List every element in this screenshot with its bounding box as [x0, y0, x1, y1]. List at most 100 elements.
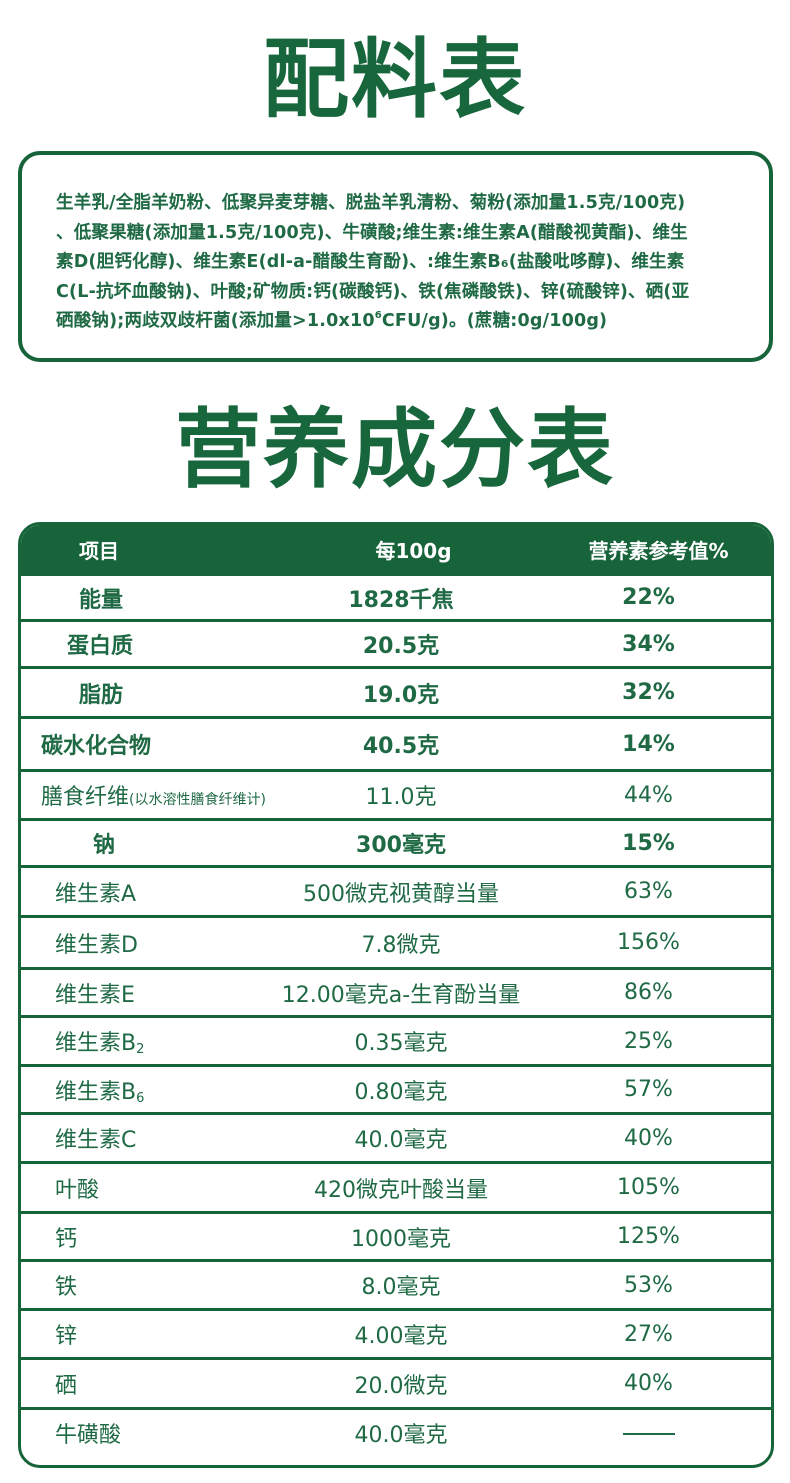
- table-body: 能量 1828千焦 22% 蛋白质 20.5克 34% 脂肪 19.0克 32% 碳水化合物 40.…: [21, 573, 771, 1456]
- item-label: 碳水化合物: [41, 734, 152, 759]
- cell-item: 膳食纤维(以水溶性膳食纤维计): [21, 779, 271, 811]
- cell-per100g: 500微克视黄醇当量: [303, 881, 499, 907]
- table-row: 维生素B2 0.35毫克 25%: [21, 1015, 771, 1064]
- item-label: 维生素A: [55, 881, 137, 907]
- table-row: 硒 20.0微克 40%: [21, 1357, 771, 1407]
- item-label: 维生素E: [55, 982, 135, 1008]
- cell-per100g: 0.80毫克: [354, 1079, 448, 1105]
- cell-nrv: 32%: [622, 680, 675, 705]
- table-row: 蛋白质 20.5克 34%: [21, 619, 771, 666]
- ingredients-line-part: CFU/g)。(蔗糖:0g/100g): [381, 311, 608, 331]
- item-label: 牛磺酸: [55, 1423, 122, 1448]
- cell-item: 维生素D: [21, 927, 271, 959]
- table-row: 叶酸 420微克叶酸当量 105%: [21, 1161, 771, 1211]
- item-label: 锌: [55, 1324, 78, 1349]
- table-row: 钙 1000毫克 125%: [21, 1211, 771, 1259]
- table-row: 锌 4.00毫克 27%: [21, 1308, 771, 1357]
- cell-nrv: 86%: [624, 980, 673, 1005]
- cell-per100g: 40.5克: [362, 734, 440, 759]
- dash-placeholder: [622, 1432, 675, 1435]
- table-row: 钠 300毫克 15%: [21, 818, 771, 865]
- cell-nrv: 63%: [624, 879, 673, 904]
- item-label: 维生素B: [55, 1031, 137, 1056]
- item-label: 钙: [55, 1226, 78, 1252]
- table-row: 维生素C 40.0毫克 40%: [21, 1112, 771, 1161]
- cell-item: 牛磺酸: [21, 1417, 271, 1449]
- cell-item: 叶酸: [21, 1172, 271, 1204]
- cell-per100g: 420微克叶酸当量: [314, 1177, 488, 1203]
- table-row: 膳食纤维(以水溶性膳食纤维计) 11.0克 44%: [21, 769, 771, 818]
- nutrition-table: 项目 每100g 营养素参考值% 能量 1828千焦 22% 蛋白质 20.5克 34% 脂…: [18, 522, 774, 1468]
- cell-per100g: 12.00毫克a-生育酚当量: [281, 982, 521, 1008]
- table-row: 牛磺酸 40.0毫克: [21, 1407, 771, 1456]
- header-nrv: 营养素参考值%: [588, 538, 729, 563]
- cell-per100g: 1000毫克: [351, 1226, 451, 1252]
- ingredients-line: 硒酸钠);两歧双歧杆菌(添加量>1.0x106CFU/g)。(蔗糖:0g/100…: [56, 307, 743, 337]
- cell-nrv: [531, 1421, 771, 1446]
- cell-per100g: 11.0克: [365, 785, 437, 810]
- cell-per100g: 19.0克: [362, 682, 440, 708]
- item-label: 钠: [93, 833, 116, 858]
- item-label: 维生素B: [55, 1079, 137, 1105]
- ingredients-title: 配料表: [263, 30, 527, 130]
- cell-nrv: 34%: [622, 631, 675, 657]
- ingredients-line-part: ₆(盐酸吡哆醇)、维生素: [500, 252, 685, 272]
- cell-item: 维生素A: [21, 876, 271, 908]
- table-row: 铁 8.0毫克 53%: [21, 1259, 771, 1308]
- table-row: 维生素D 7.8微克 156%: [21, 915, 771, 967]
- cell-per100g: 20.0微克: [354, 1373, 448, 1399]
- cell-nrv: 27%: [624, 1321, 673, 1347]
- item-label: 蛋白质: [67, 634, 134, 659]
- cell-nrv: 15%: [622, 830, 675, 856]
- cell-per100g: 40.0毫克: [354, 1128, 448, 1153]
- ingredients-line: 生羊乳/全脂羊奶粉、低聚异麦芽糖、脱盐羊乳清粉、菊粉(添加量1.5克/100克): [56, 193, 686, 213]
- cell-item: 维生素B2: [21, 1025, 271, 1057]
- table-row: 维生素A 500微克视黄醇当量 63%: [21, 865, 771, 915]
- cell-item: 钙: [21, 1221, 271, 1253]
- cell-nrv: 125%: [617, 1224, 680, 1249]
- ingredients-line-part: 素D(胆钙化醇)、维生素E(dl-a-醋酸生育酚)、:维生素B: [56, 252, 501, 272]
- cell-item: 铁: [21, 1269, 271, 1301]
- item-subscript: 2: [136, 1042, 145, 1057]
- cell-nrv: 44%: [624, 782, 673, 808]
- cell-item: 能量: [21, 582, 271, 614]
- table-row: 能量 1828千焦 22%: [21, 573, 771, 619]
- table-header: 项目 每100g 营养素参考值%: [21, 525, 771, 573]
- cell-nrv: 40%: [624, 1371, 673, 1396]
- cell-item: 脂肪: [21, 677, 271, 709]
- cell-nrv: 22%: [622, 585, 675, 610]
- item-note: (以水溶性膳食纤维计): [129, 792, 266, 808]
- cell-per100g: 0.35毫克: [354, 1031, 448, 1056]
- exponent: 6: [374, 310, 382, 321]
- cell-item: 钠: [21, 827, 271, 859]
- ingredients-line: 、低聚果糖(添加量1.5克/100克)、牛磺酸;维生素:维生素A(醋酸视黄酯)、…: [56, 222, 688, 243]
- cell-item: 碳水化合物: [21, 728, 271, 760]
- cell-nrv: 53%: [624, 1272, 673, 1298]
- header-per100g: 每100g: [375, 538, 452, 563]
- cell-per100g: 300毫克: [356, 833, 446, 858]
- cell-nrv: 25%: [624, 1028, 673, 1054]
- item-label: 维生素C: [55, 1128, 137, 1153]
- cell-nrv: 156%: [617, 930, 680, 955]
- cell-per100g: 40.0毫克: [354, 1423, 448, 1448]
- cell-item: 硒: [21, 1368, 271, 1400]
- cell-nrv: 40%: [624, 1125, 673, 1151]
- header-item: 项目: [79, 538, 119, 563]
- table-row: 脂肪 19.0克 32%: [21, 666, 771, 716]
- cell-nrv: 57%: [624, 1077, 673, 1102]
- cell-per100g: 8.0毫克: [361, 1275, 441, 1300]
- cell-nrv: 14%: [622, 731, 675, 757]
- item-label: 维生素D: [55, 932, 138, 958]
- cell-item: 蛋白质: [21, 628, 271, 660]
- item-label: 能量: [79, 587, 124, 613]
- table-row: 碳水化合物 40.5克 14%: [21, 716, 771, 769]
- item-label: 硒: [55, 1373, 78, 1399]
- item-label: 膳食纤维: [41, 785, 130, 810]
- ingredients-line-part: 硒酸钠);两歧双歧杆菌(添加量>1.0x10: [56, 311, 375, 331]
- cell-per100g: 1828千焦: [348, 587, 454, 613]
- ingredients-box: 生羊乳/全脂羊奶粉、低聚异麦芽糖、脱盐羊乳清粉、菊粉(添加量1.5克/100克)…: [18, 151, 773, 362]
- item-subscript: 6: [136, 1090, 145, 1106]
- cell-item: 维生素B6: [21, 1074, 271, 1106]
- ingredients-text: 生羊乳/全脂羊奶粉、低聚异麦芽糖、脱盐羊乳清粉、菊粉(添加量1.5克/100克)…: [56, 189, 743, 337]
- cell-item: 锌: [21, 1318, 271, 1350]
